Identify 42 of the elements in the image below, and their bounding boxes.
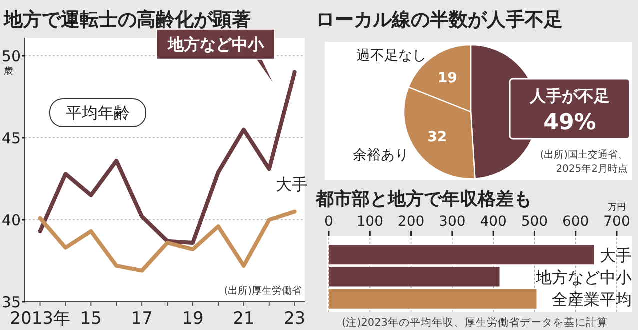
y-tick-label: 35 <box>2 293 21 312</box>
x-tick-label: 15 <box>80 309 102 329</box>
y-tick-label: 大手 <box>600 246 632 265</box>
y-tick-label: 全産業平均 <box>552 290 632 310</box>
text: 地方など中小 <box>166 35 265 54</box>
slice-label: 余裕あり <box>353 147 410 164</box>
data-label: 49% <box>544 110 596 136</box>
annotation: (出所)厚生労働省 <box>224 285 302 297</box>
slice-label: 過不足なし <box>356 48 426 64</box>
y-tick-label: 地方など中小 <box>535 268 632 288</box>
slice-label: 人手が不足 <box>529 86 610 106</box>
y-tick-label: 50 <box>2 47 21 66</box>
x-tick-label: 700 <box>604 214 630 230</box>
x-tick-label: 0 <box>324 214 334 230</box>
x-tick-label: 400 <box>480 214 507 230</box>
y-axis-title: 歳 <box>4 66 13 77</box>
data-label: 19 <box>438 70 458 87</box>
bar <box>329 245 594 265</box>
text: (出所)国土交通省、2025年2月時点 <box>540 149 628 175</box>
line-series <box>38 210 297 273</box>
x-axis-title: 万円 <box>608 203 626 213</box>
chart-title: 都市部と地方で年収格差も <box>315 189 532 210</box>
x-tick-label: 19 <box>182 309 204 329</box>
y-tick-label: 40 <box>2 211 21 230</box>
bar <box>329 267 500 287</box>
chart-title: ローカル線の半数が人手不足 <box>316 9 563 31</box>
x-tick-label: 600 <box>562 214 590 230</box>
text: (注)2023年の平均年収、厚生労働省データを基に計算 <box>342 316 608 329</box>
x-tick-label: 300 <box>439 214 466 230</box>
annotation: 平均年齢 <box>66 104 130 123</box>
data-label: 32 <box>428 129 448 146</box>
x-tick-label: 500 <box>521 214 548 230</box>
x-tick-label: 2013年 <box>10 309 70 329</box>
series-label: 大手 <box>276 174 308 194</box>
y-tick-label: 45 <box>2 129 21 148</box>
bar <box>329 289 537 309</box>
x-tick-label: 17 <box>131 309 153 329</box>
x-tick-label: 200 <box>398 214 425 230</box>
x-tick-label: 100 <box>356 214 384 230</box>
x-tick-label: 21 <box>233 309 255 329</box>
chart-title: 地方で運転士の高齢化が顕著 <box>3 9 251 31</box>
x-tick-label: 23 <box>284 309 306 329</box>
